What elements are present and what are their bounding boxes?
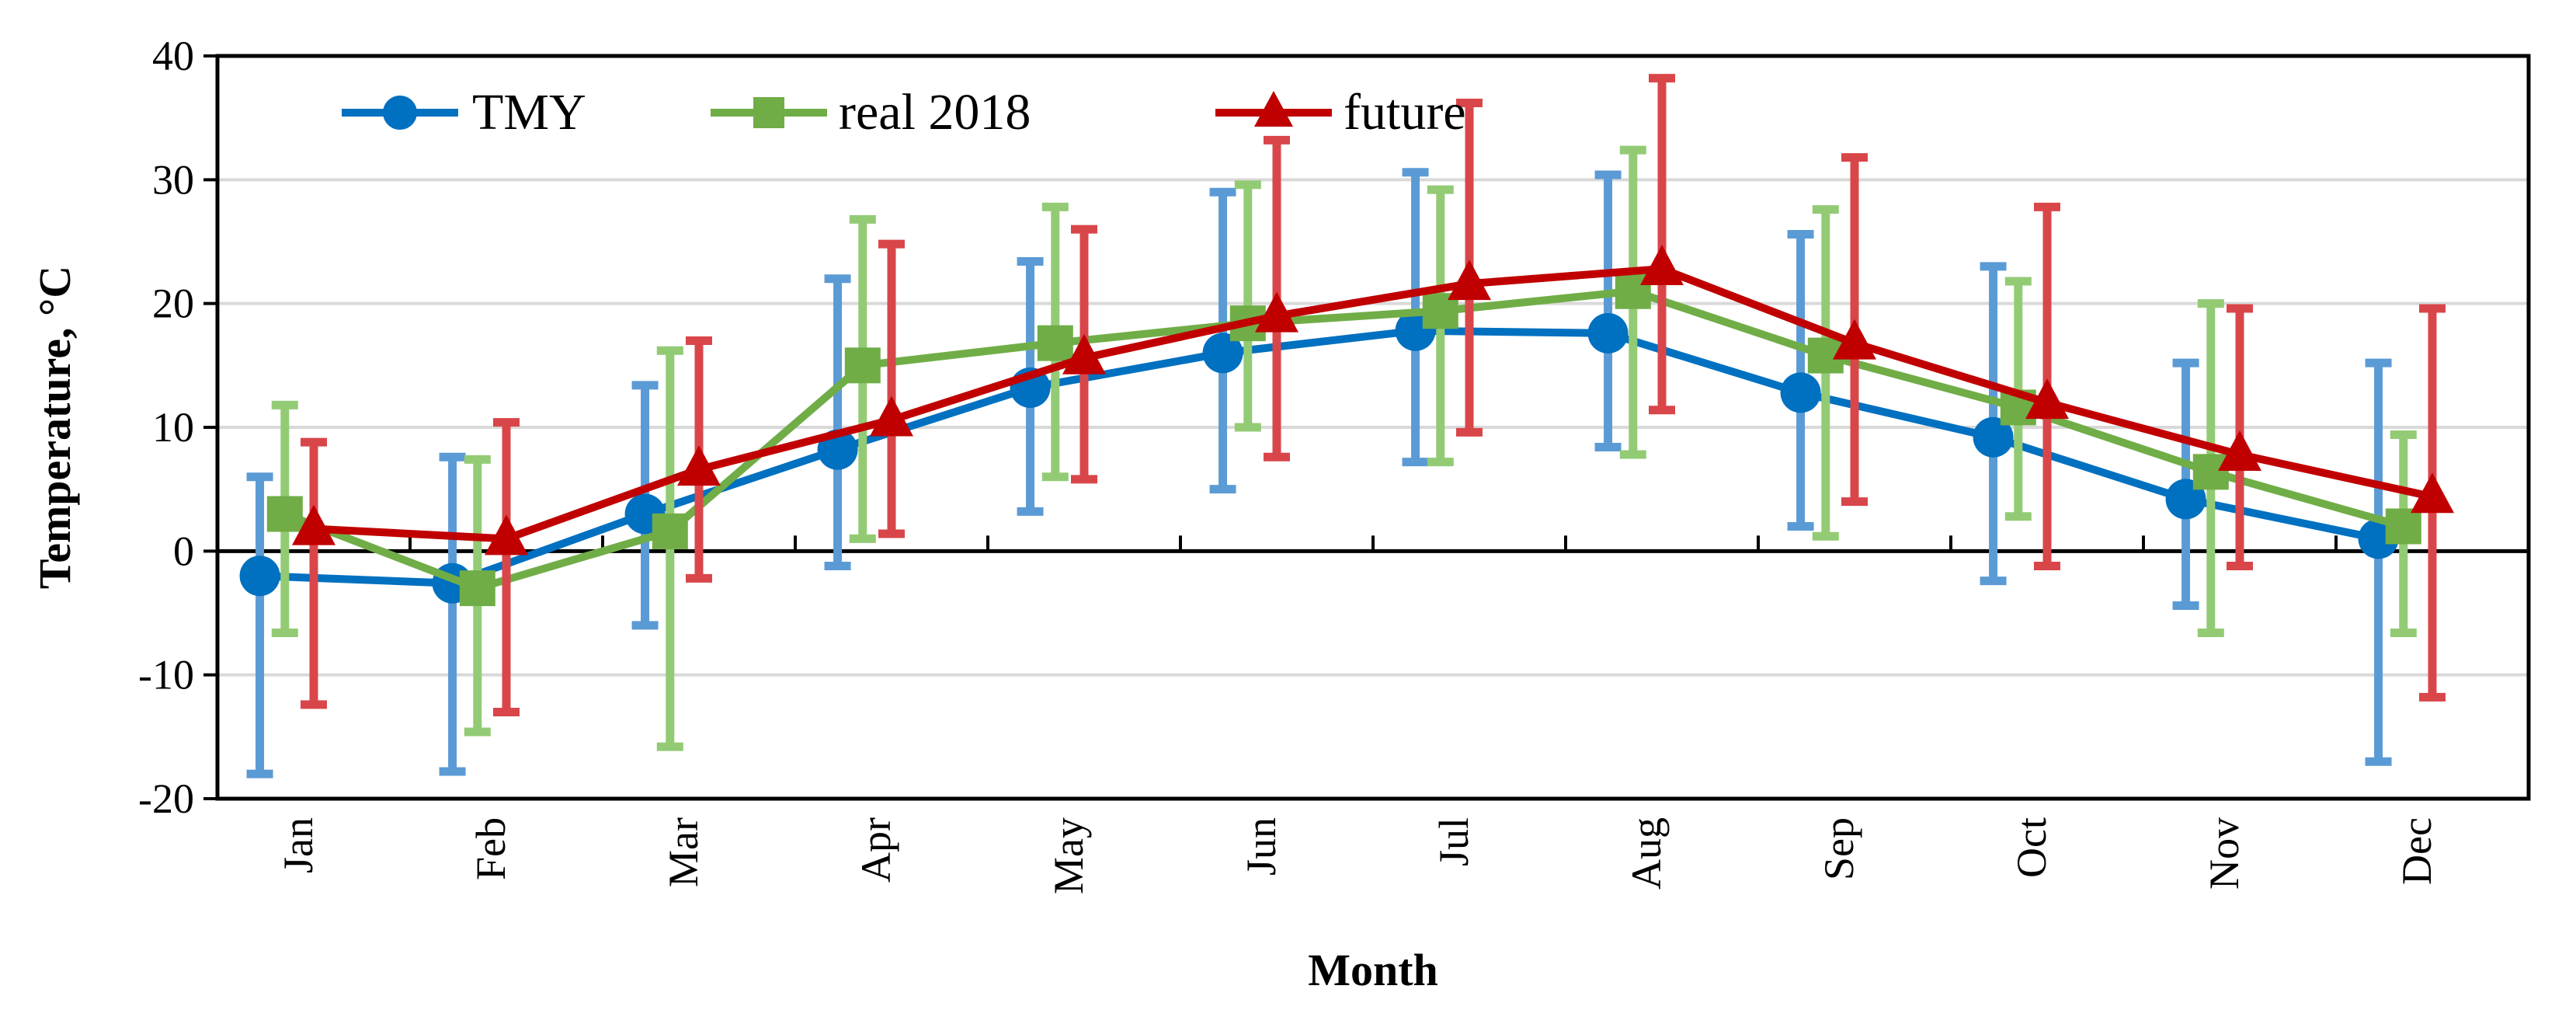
series-real-2018 xyxy=(266,145,2421,751)
y-tick-label: 20 xyxy=(152,280,194,327)
y-tick-label: 40 xyxy=(152,33,194,79)
x-tick-label: Jun xyxy=(1238,817,1285,876)
series-line xyxy=(313,265,2434,543)
x-tick-label: Mar xyxy=(660,817,707,887)
data-point xyxy=(485,514,528,556)
data-point xyxy=(292,504,335,545)
data-point xyxy=(2025,378,2069,420)
data-point xyxy=(239,556,280,597)
data-point xyxy=(2385,508,2421,545)
data-point xyxy=(2411,472,2454,514)
legend: TMY real 2018 future xyxy=(342,84,1466,141)
data-point xyxy=(2218,430,2261,472)
data-point xyxy=(459,570,495,607)
data-point xyxy=(1833,319,1876,360)
y-tick-label: -20 xyxy=(138,775,194,822)
data-point xyxy=(1037,325,1073,361)
data-point xyxy=(1780,372,1821,413)
data-point xyxy=(1202,333,1243,374)
data-point xyxy=(1973,416,2014,458)
legend-label-future: future xyxy=(1344,84,1466,141)
series-future xyxy=(292,74,2454,716)
x-axis-title: Month xyxy=(1308,945,1438,995)
axes: -20 -10 0 10 20 30 40 Jan Feb Mar Apr May Jun Jul Aug S… xyxy=(138,33,2530,894)
legend-item-real-2018: real 2018 xyxy=(711,84,1031,141)
data-point xyxy=(1448,259,1491,301)
legend-label-real-2018: real 2018 xyxy=(839,84,1031,141)
series-line xyxy=(259,326,2380,587)
y-tick-label: -10 xyxy=(138,652,194,698)
x-tick-label: Nov xyxy=(2201,817,2247,890)
data-point xyxy=(266,496,303,532)
data-point xyxy=(1640,245,1684,286)
x-tick-label: May xyxy=(1045,817,1092,894)
y-tick-label: 0 xyxy=(173,528,194,574)
x-tick-label: Jan xyxy=(275,817,322,873)
x-tick-label: Oct xyxy=(2008,817,2055,878)
x-tick-label: Jul xyxy=(1431,817,1477,866)
data-point xyxy=(1587,312,1629,354)
y-tick-label: 30 xyxy=(152,156,194,203)
data-point xyxy=(677,445,721,486)
legend-item-future: future xyxy=(1215,84,1466,141)
y-axis-title: Temperature, °C xyxy=(30,266,80,589)
x-tick-label: Feb xyxy=(468,817,514,880)
y-tick-label: 10 xyxy=(152,404,194,451)
legend-item-tmy: TMY xyxy=(342,84,586,141)
legend-label-tmy: TMY xyxy=(472,84,586,141)
data-point xyxy=(2192,454,2229,490)
data-point xyxy=(870,395,913,437)
x-tick-label: Aug xyxy=(1623,817,1670,890)
data-point xyxy=(844,347,881,384)
data-point xyxy=(652,513,688,549)
data-point xyxy=(1255,291,1298,333)
series-group xyxy=(239,74,2454,778)
x-tick-label: Sep xyxy=(1816,817,1862,880)
x-tick-label: Dec xyxy=(2393,817,2440,885)
x-tick-label: Apr xyxy=(853,817,899,883)
data-point xyxy=(1062,333,1106,374)
series-tmy xyxy=(239,168,2399,778)
